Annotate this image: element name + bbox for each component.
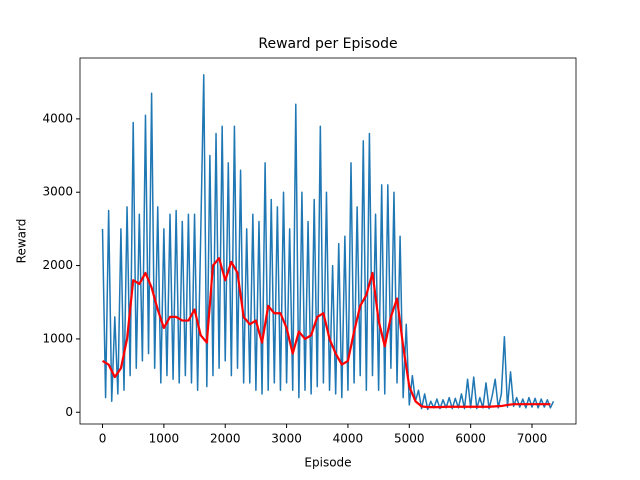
x-tick-label: 6000 [455, 432, 486, 446]
x-tick-label: 2000 [210, 432, 241, 446]
series-line [101, 74, 555, 411]
y-tick-label: 0 [65, 405, 73, 419]
x-tick-label: 0 [99, 432, 107, 446]
y-tick-label: 2000 [42, 258, 73, 272]
x-tick-label: 4000 [333, 432, 364, 446]
x-tick-label: 5000 [394, 432, 425, 446]
y-tick-label: 1000 [42, 331, 73, 345]
y-tick-label: 3000 [42, 185, 73, 199]
x-tick-label: 3000 [271, 432, 302, 446]
x-tick-label: 1000 [149, 432, 180, 446]
y-axis-label: Reward [15, 219, 29, 264]
chart-title: Reward per Episode [258, 36, 397, 52]
plot-frame [79, 57, 577, 425]
x-tick-label: 7000 [517, 432, 548, 446]
y-tick-label: 4000 [42, 111, 73, 125]
x-axis-label: Episode [304, 456, 351, 470]
series-line [101, 257, 551, 409]
